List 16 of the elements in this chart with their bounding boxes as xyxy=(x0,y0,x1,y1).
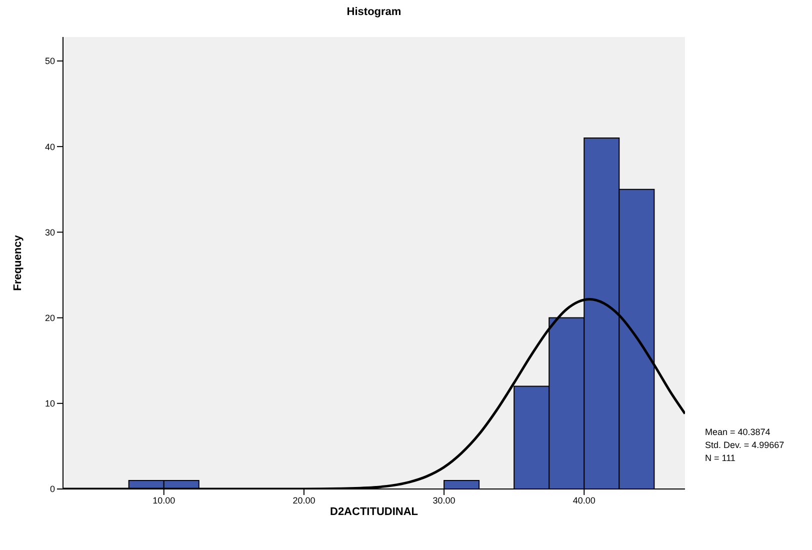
y-tick-label: 40 xyxy=(44,142,55,152)
y-tick-label: 10 xyxy=(44,398,55,409)
text: Std. Dev. = 4.99667 xyxy=(705,439,784,452)
x-tick-label: 10.00 xyxy=(152,495,176,506)
x-tick-label: 30.00 xyxy=(432,495,456,506)
y-tick-label: 50 xyxy=(44,56,55,66)
text: Mean = 40.3874 xyxy=(705,426,772,439)
y-tick-label: 0 xyxy=(50,484,55,494)
y-axis-title: Frequency xyxy=(12,235,24,291)
y-tick-label: 20 xyxy=(44,312,55,323)
text: N = 111 xyxy=(705,452,736,465)
chart-title: Histogram xyxy=(346,6,402,18)
x-axis-title: D2ACTITUDINAL xyxy=(329,506,419,518)
y-tick-label: 30 xyxy=(44,227,55,238)
x-tick-label: 40.00 xyxy=(572,495,596,506)
x-tick-label: 20.00 xyxy=(292,495,316,506)
